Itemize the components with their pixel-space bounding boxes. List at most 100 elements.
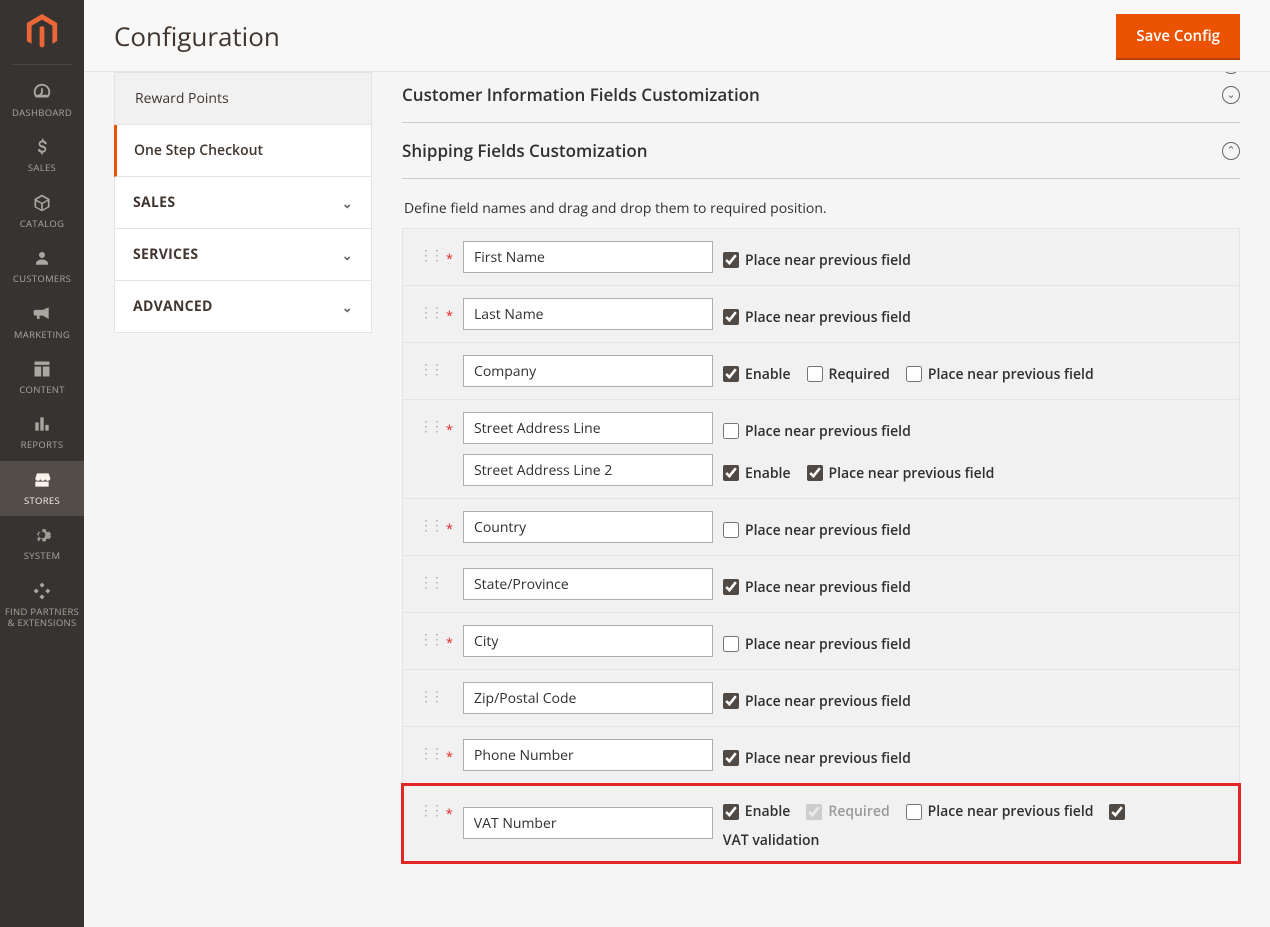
cube-icon: [31, 192, 53, 214]
page-header: Configuration Save Config: [84, 0, 1270, 72]
nav-catalog[interactable]: CATALOG: [0, 184, 84, 239]
field-main-line: Place near previous field: [463, 568, 911, 600]
required-star: *: [443, 511, 453, 537]
sidebar-item-label: SERVICES: [133, 245, 198, 264]
field-main-line: Enable Required Place near previous fiel…: [463, 796, 1223, 850]
config-sidebar: Reward Points One Step Checkout SALES ⌄ S…: [114, 72, 372, 897]
place_near-checkbox[interactable]: Place near previous field: [723, 692, 911, 711]
nav-label: CATALOG: [20, 218, 65, 229]
sidebar-item-advanced[interactable]: ADVANCED⌄: [114, 281, 372, 333]
required-star: *: [443, 298, 453, 324]
field-extra-line: Enable Place near previous field: [463, 454, 994, 486]
required-star: *: [443, 241, 453, 267]
sidebar-item-services[interactable]: SERVICES⌄: [114, 229, 372, 281]
dollar-icon: [31, 136, 53, 158]
field-checks: Place near previous field: [723, 302, 911, 327]
drag-handle-icon[interactable]: ⋮⋮: [419, 568, 433, 590]
field-name-input[interactable]: [463, 298, 713, 330]
field-checks: Place near previous field: [723, 686, 911, 711]
required-star: [443, 355, 453, 363]
nav-partners[interactable]: FIND PARTNERS & EXTENSIONS: [0, 572, 84, 639]
vat-validation-checkbox[interactable]: [1109, 804, 1125, 820]
nav-customers[interactable]: CUSTOMERS: [0, 239, 84, 294]
field-name-input[interactable]: [463, 511, 713, 543]
nav-dashboard[interactable]: DASHBOARD: [0, 73, 84, 128]
nav-label: FIND PARTNERS & EXTENSIONS: [0, 606, 84, 629]
sidebar-item-reward-points[interactable]: Reward Points: [114, 72, 372, 125]
vat-validation-label: VAT validation: [723, 831, 1223, 850]
nav-label: DASHBOARD: [12, 107, 72, 118]
drag-handle-icon[interactable]: ⋮⋮: [419, 298, 433, 320]
gear-icon: [31, 524, 53, 546]
section-title: Customer Information Fields Customizatio…: [402, 83, 760, 106]
sidebar-item-label: ADVANCED: [133, 297, 213, 316]
drag-handle-icon[interactable]: ⋮⋮: [419, 241, 433, 263]
place_near-checkbox[interactable]: Place near previous field: [723, 578, 911, 597]
drag-handle-icon[interactable]: ⋮⋮: [419, 796, 433, 818]
field-name-input[interactable]: [463, 625, 713, 657]
field-name-input[interactable]: [463, 355, 713, 387]
chevron-down-icon: ⌄: [342, 194, 353, 212]
nav-divider: [12, 64, 72, 65]
magento-logo[interactable]: [22, 12, 62, 52]
sidebar-item-label: SALES: [133, 193, 175, 212]
nav-stores[interactable]: STORES: [0, 461, 84, 516]
field-row: ⋮⋮ Place near previous field: [402, 670, 1240, 727]
partners-icon: [31, 580, 53, 602]
drag-handle-icon[interactable]: ⋮⋮: [419, 511, 433, 533]
field-name-input[interactable]: [463, 807, 713, 839]
field-name-input[interactable]: [463, 682, 713, 714]
required-checkbox[interactable]: Required: [807, 365, 890, 384]
place_near-checkbox[interactable]: Place near previous field: [723, 422, 911, 441]
drag-handle-icon[interactable]: ⋮⋮: [419, 355, 433, 377]
field-name-input[interactable]: [463, 454, 713, 486]
required-star: *: [443, 796, 453, 822]
field-name-input[interactable]: [463, 241, 713, 273]
fields-list: ⋮⋮ * Place near previous field ⋮⋮ * Plac…: [402, 228, 1240, 863]
nav-marketing[interactable]: MARKETING: [0, 295, 84, 350]
place_near-checkbox[interactable]: Place near previous field: [906, 365, 1094, 384]
place_near-checkbox[interactable]: Place near previous field: [723, 251, 911, 270]
place_near-checkbox[interactable]: Place near previous field: [723, 749, 911, 768]
field-name-input[interactable]: [463, 412, 713, 444]
place_near-checkbox[interactable]: Place near previous field: [906, 802, 1094, 821]
field-name-input[interactable]: [463, 739, 713, 771]
chevron-up-icon: ⌃: [1222, 142, 1240, 160]
field-row: ⋮⋮ * Place near previous field: [402, 286, 1240, 343]
field-checks: Place near previous field: [723, 743, 911, 768]
drag-handle-icon[interactable]: ⋮⋮: [419, 412, 433, 434]
enable-checkbox[interactable]: Enable: [723, 464, 791, 483]
enable-checkbox[interactable]: Enable: [723, 802, 791, 821]
place_near-checkbox[interactable]: Place near previous field: [723, 521, 911, 540]
save-config-button[interactable]: Save Config: [1116, 14, 1240, 58]
nav-label: CONTENT: [19, 384, 65, 395]
nav-system[interactable]: SYSTEM: [0, 516, 84, 571]
sidebar-item-sales[interactable]: SALES ⌄: [114, 177, 372, 229]
content-area: Reward Points One Step Checkout SALES ⌄ S…: [84, 72, 1270, 927]
required-checkbox[interactable]: Required: [806, 802, 889, 821]
nav-reports[interactable]: REPORTS: [0, 405, 84, 460]
field-row: ⋮⋮ * Enable Required Place near previous…: [402, 784, 1240, 863]
sidebar-item-label: One Step Checkout: [134, 141, 263, 160]
field-name-input[interactable]: [463, 568, 713, 600]
drag-handle-icon[interactable]: ⋮⋮: [419, 739, 433, 761]
field-checks: Place near previous field: [723, 572, 911, 597]
place_near-checkbox[interactable]: Place near previous field: [723, 635, 911, 654]
main-area: Configuration Save Config Reward Points …: [84, 0, 1270, 927]
drag-handle-icon[interactable]: ⋮⋮: [419, 682, 433, 704]
place_near-checkbox[interactable]: Place near previous field: [723, 308, 911, 327]
section-shipping[interactable]: Shipping Fields Customization ⌃: [402, 123, 1240, 179]
place_near-checkbox[interactable]: Place near previous field: [807, 464, 995, 483]
nav-sales[interactable]: SALES: [0, 128, 84, 183]
section-customer-info[interactable]: Customer Information Fields Customizatio…: [402, 72, 1240, 123]
field-checks: Place near previous field: [723, 416, 994, 441]
field-checks: Enable Required Place near previous fiel…: [723, 359, 1094, 384]
enable-checkbox[interactable]: Enable: [723, 365, 791, 384]
field-row: ⋮⋮ * Place near previous field Enable Pl…: [402, 400, 1240, 499]
drag-handle-icon[interactable]: ⋮⋮: [419, 625, 433, 647]
nav-content[interactable]: CONTENT: [0, 350, 84, 405]
sidebar-item-label: Reward Points: [135, 89, 229, 108]
field-checks: Place near previous field: [723, 629, 911, 654]
sidebar-item-one-step-checkout[interactable]: One Step Checkout: [114, 125, 372, 177]
shipping-section-body: Define field names and drag and drop the…: [402, 179, 1240, 863]
